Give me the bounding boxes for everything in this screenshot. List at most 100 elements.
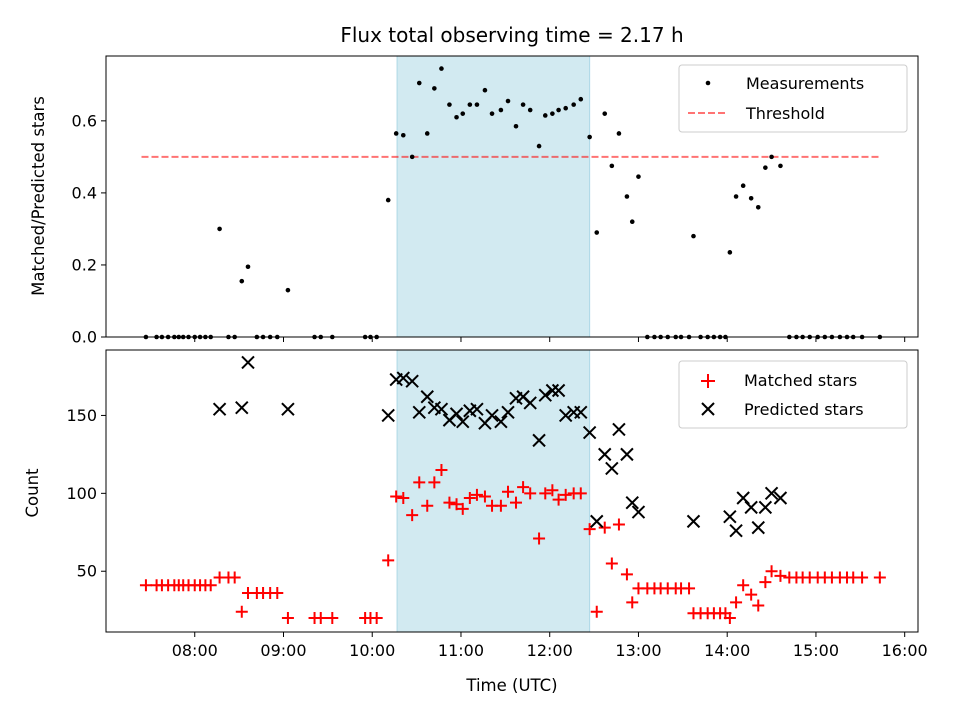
x-tick-label: 10:00	[349, 641, 395, 660]
point-predicted-stars	[545, 383, 560, 398]
x-tick-label: 13:00	[615, 641, 661, 660]
point-measurements	[400, 132, 406, 138]
top-shaded-span	[396, 55, 591, 338]
point-measurements	[424, 131, 430, 136]
point-predicted-stars	[494, 414, 508, 429]
point-matched-stars	[397, 492, 410, 505]
point-matched-stars	[326, 611, 339, 624]
point-measurements	[636, 174, 641, 179]
point-predicted-stars	[558, 408, 573, 423]
point-measurements	[454, 114, 459, 120]
point-measurements	[748, 196, 754, 201]
point-measurements	[578, 96, 584, 102]
point-measurements	[587, 134, 592, 140]
point-matched-stars	[552, 493, 565, 506]
point-matched-stars	[281, 611, 294, 624]
point-predicted-stars	[412, 405, 426, 420]
point-predicted-stars	[396, 371, 410, 385]
point-matched-stars	[235, 605, 248, 618]
top-panel: 0.0 0.2 0.4 0.6 Matched/Predicted stars Mea…	[29, 55, 919, 347]
point-matched-stars	[435, 463, 448, 476]
point-measurements	[385, 197, 391, 203]
x-tick-label: 14:00	[704, 641, 750, 660]
point-measurements	[602, 111, 608, 116]
point-measurements	[571, 102, 576, 107]
point-measurements	[505, 98, 511, 104]
point-measurements	[769, 154, 774, 160]
point-matched-stars	[456, 502, 469, 515]
legend-measurements-label: Measurements	[746, 74, 864, 93]
point-matched-stars	[524, 487, 537, 500]
top-axes: 0.0 0.2 0.4 0.6	[72, 55, 919, 347]
point-matched-stars	[612, 518, 625, 531]
point-predicted-stars	[434, 402, 449, 416]
x-axis-label: Time (UTC)	[465, 676, 557, 695]
point-matched-stars	[509, 496, 522, 509]
point-matched-stars	[574, 487, 587, 500]
point-matched-stars	[737, 579, 750, 592]
point-matched-stars	[421, 499, 434, 512]
point-matched-stars	[559, 488, 572, 501]
x-tick-label: 08:00	[172, 641, 218, 660]
point-measurements	[733, 194, 739, 199]
point-predicted-stars	[538, 388, 552, 402]
top-y-tick-label: 0.4	[72, 183, 97, 202]
point-measurements	[439, 66, 444, 71]
point-predicted-stars	[501, 405, 515, 420]
point-predicted-stars	[590, 514, 604, 529]
point-measurements	[416, 80, 422, 86]
point-predicted-stars	[470, 402, 484, 416]
point-measurements	[536, 143, 542, 149]
bottom-y-axis-label: Count	[23, 468, 42, 518]
bottom-axes: 50 100 150 08:00 09:00 10:00 11:00 12:00 13:00 14…	[66, 349, 928, 660]
bottom-plot-marks	[139, 355, 886, 624]
legend-measurements-marker	[705, 80, 711, 86]
point-matched-stars	[406, 509, 419, 522]
point-matched-stars	[605, 557, 618, 570]
point-predicted-stars	[449, 407, 464, 421]
point-matched-stars	[683, 582, 696, 595]
bottom-y-tick-label: 100	[66, 484, 97, 503]
point-matched-stars	[626, 596, 639, 609]
point-matched-stars	[228, 571, 241, 584]
point-measurements	[527, 107, 533, 113]
point-measurements	[594, 230, 600, 235]
point-matched-stars	[856, 571, 869, 584]
point-predicted-stars	[729, 524, 743, 538]
point-predicted-stars	[751, 520, 765, 535]
top-legend-box	[678, 64, 908, 133]
point-predicted-stars	[620, 447, 634, 462]
point-measurements	[778, 163, 783, 169]
point-measurements	[498, 107, 504, 113]
point-measurements	[513, 123, 519, 129]
point-measurements	[609, 163, 615, 169]
point-predicted-stars	[381, 408, 395, 423]
point-measurements	[563, 105, 568, 111]
point-predicted-stars	[744, 500, 758, 515]
bottom-legend: Matched stars Predicted stars	[678, 360, 908, 429]
point-matched-stars	[730, 596, 743, 609]
x-tick-label: 11:00	[438, 641, 484, 660]
point-predicted-stars	[420, 390, 434, 404]
point-predicted-stars	[612, 422, 626, 437]
point-matched-stars	[428, 476, 441, 489]
point-matched-stars	[759, 576, 772, 589]
point-matched-stars	[370, 611, 383, 624]
point-measurements	[550, 111, 555, 116]
point-matched-stars	[450, 498, 463, 511]
legend-predicted-marker	[701, 402, 715, 416]
point-predicted-stars	[758, 500, 773, 515]
point-measurements	[460, 111, 466, 116]
x-tick-label: 12:00	[527, 641, 573, 660]
bottom-y-tick-label: 150	[66, 406, 97, 425]
point-measurements	[520, 102, 526, 107]
point-measurements	[474, 102, 480, 107]
bottom-legend-box	[678, 360, 908, 429]
point-predicted-stars	[631, 505, 646, 519]
top-y-axis-label: Matched/Predicted stars	[29, 96, 48, 296]
x-tick-label: 16:00	[882, 641, 928, 660]
point-matched-stars	[765, 565, 778, 578]
point-predicted-stars	[764, 486, 779, 501]
point-predicted-stars	[574, 405, 588, 420]
